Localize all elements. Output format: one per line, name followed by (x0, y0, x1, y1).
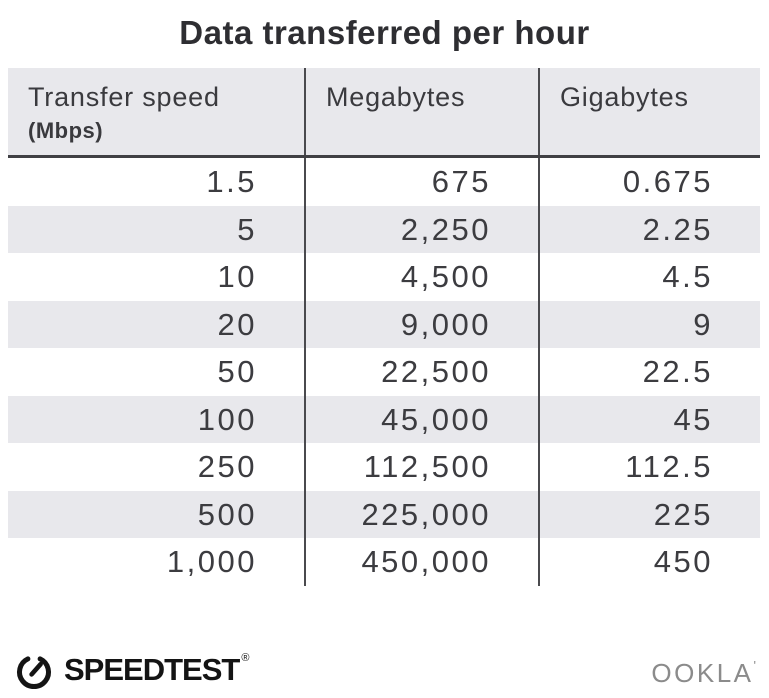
table-row: 5 2,250 2.25 (8, 205, 760, 253)
speedtest-wordmark: SPEEDTEST (64, 652, 240, 687)
cell-megabytes: 675 (304, 158, 538, 206)
table-row: 20 9,000 9 (8, 300, 760, 348)
cell-gigabytes: 225 (538, 490, 760, 538)
cell-transfer-speed: 10 (217, 259, 257, 294)
cell-megabytes: 112,500 (304, 443, 538, 491)
column-header-label: Gigabytes (560, 82, 689, 112)
cell-transfer-speed: 1.5 (206, 164, 257, 199)
cell-transfer-speed: 1,000 (166, 544, 257, 579)
cell-transfer-speed: 500 (197, 496, 257, 532)
column-header-sublabel: (Mbps) (28, 118, 104, 143)
ookla-trademark-tick: ' (753, 658, 756, 673)
page-title: Data transferred per hour (179, 14, 590, 51)
table-row: 1,000 450,000 450 (8, 538, 760, 586)
column-header-label: Transfer speed (28, 82, 220, 112)
table-row: 500 225,000 225 (8, 490, 760, 538)
cell-transfer-speed: 100 (197, 401, 257, 437)
cell-transfer-speed: 50 (217, 354, 257, 389)
speedtest-gauge-icon (17, 656, 51, 689)
cell-gigabytes: 45 (538, 395, 760, 443)
cell-megabytes: 225,000 (304, 490, 538, 538)
cell-megabytes: 2,250 (304, 205, 538, 253)
table-row: 100 45,000 45 (8, 395, 760, 443)
cell-transfer-speed: 20 (217, 306, 257, 342)
cell-megabytes: 4,500 (304, 253, 538, 301)
cell-gigabytes: 112.5 (538, 443, 760, 491)
cell-gigabytes: 2.25 (538, 205, 760, 253)
table-row: 10 4,500 4.5 (8, 253, 760, 301)
column-header-label: Megabytes (326, 82, 466, 112)
table-row: 50 22,500 22.5 (8, 348, 760, 396)
registered-trademark-mark: ® (241, 652, 250, 664)
cell-gigabytes: 0.675 (538, 158, 760, 206)
data-table: Transfer speed (Mbps) Megabytes Gigabyte… (8, 68, 760, 586)
speedtest-logo: SPEEDTEST ® (13, 648, 249, 692)
table-row: 250 112,500 112.5 (8, 443, 760, 491)
ookla-logo: OOKLA' (651, 659, 756, 686)
column-header-megabytes: Megabytes (304, 68, 538, 155)
cell-gigabytes: 450 (538, 538, 760, 586)
cell-gigabytes: 4.5 (538, 253, 760, 301)
table-header: Transfer speed (Mbps) Megabytes Gigabyte… (8, 68, 760, 158)
cell-gigabytes: 22.5 (538, 348, 760, 396)
column-header-transfer-speed: Transfer speed (Mbps) (8, 68, 304, 155)
cell-transfer-speed: 250 (197, 449, 257, 484)
cell-gigabytes: 9 (538, 300, 760, 348)
cell-megabytes: 450,000 (304, 538, 538, 586)
cell-transfer-speed: 5 (237, 211, 257, 247)
cell-megabytes: 22,500 (304, 348, 538, 396)
cell-megabytes: 9,000 (304, 300, 538, 348)
table-row: 1.5 675 0.675 (8, 158, 760, 206)
cell-megabytes: 45,000 (304, 395, 538, 443)
ookla-wordmark: OOKLA (651, 658, 754, 688)
table-body: 1.5 675 0.675 5 2,250 2.25 10 4,500 4.5 … (8, 158, 760, 586)
column-header-gigabytes: Gigabytes (538, 68, 760, 155)
